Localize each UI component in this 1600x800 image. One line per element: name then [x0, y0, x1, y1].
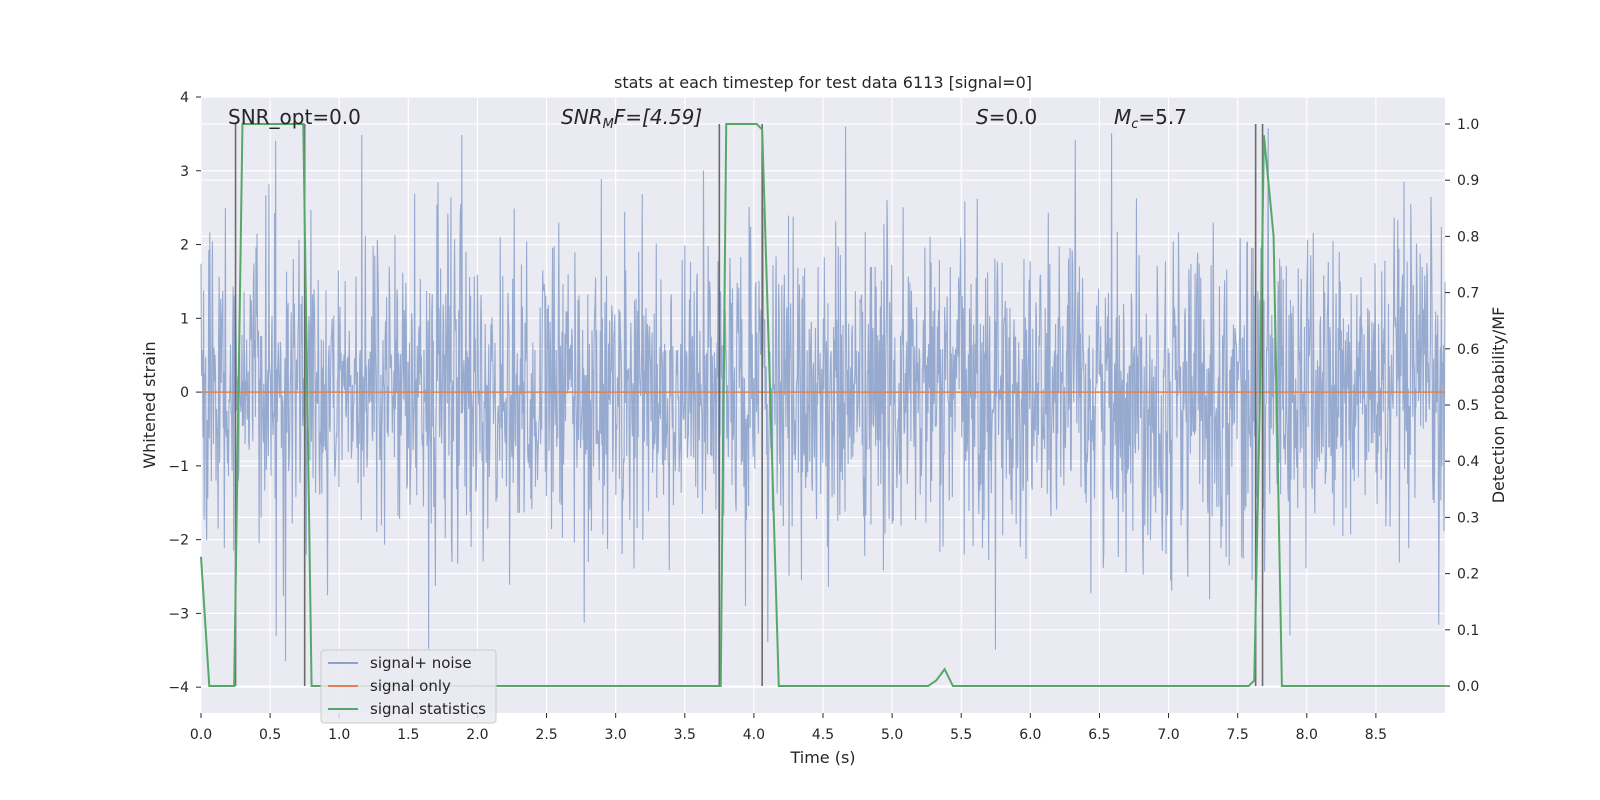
x-tick-label: 6.0 [1019, 727, 1041, 743]
y-right-tick-label: 0.5 [1457, 398, 1479, 414]
y-left-tick-label: −2 [168, 533, 189, 549]
y-right-tick-label: 0.9 [1457, 173, 1479, 189]
annotation-snr-mf: SNRMF=[4.59] [561, 105, 702, 132]
signal-noise-series [200, 126, 1446, 661]
y-left-tick-label: 2 [180, 238, 189, 254]
y-left-tick-label: 0 [180, 385, 189, 401]
legend-box [320, 649, 497, 724]
x-tick-label: 3.0 [605, 727, 627, 743]
x-tick-label: 2.5 [535, 727, 557, 743]
legend-label-signal-statistics: signal statistics [370, 700, 486, 718]
y-right-tick-label: 0.4 [1457, 454, 1479, 470]
annotation-mc-tail: =5.7 [1138, 105, 1187, 129]
x-tick-label: 5.5 [950, 727, 972, 743]
annotation-snr-mf-sub: M [603, 117, 614, 132]
y-left-tick-label: 4 [180, 90, 189, 106]
y-axis-right-label: Detection probability/MF [1489, 307, 1508, 504]
y-left-tick-label: −4 [168, 680, 189, 696]
x-tick-label: 4.5 [812, 727, 834, 743]
signal-noise-line [200, 126, 1446, 661]
x-tick-label: 0.0 [190, 727, 212, 743]
x-tick-label: 1.0 [328, 727, 350, 743]
y-right-tick-label: 0.7 [1457, 286, 1479, 302]
annotation-mc-sub: c [1131, 117, 1138, 132]
y-right-tick-label: 0.6 [1457, 342, 1479, 358]
annotation-s-tail: =0.0 [989, 105, 1038, 129]
y-right-tick-label: 0.0 [1457, 679, 1479, 695]
annotation-snr-mf-tail: F=[4.59] [614, 105, 702, 129]
x-tick-label: 2.0 [466, 727, 488, 743]
x-tick-label: 0.5 [259, 727, 281, 743]
x-tick-label: 1.5 [397, 727, 419, 743]
y-right-tick-label: 1.0 [1457, 117, 1479, 133]
legend: signal+ noise signal only signal statist… [320, 649, 497, 724]
annotation-mc: Mc=5.7 [1114, 105, 1187, 132]
signal-statistics-line [200, 122, 1445, 688]
legend-label-signal-only: signal only [370, 677, 451, 695]
y-left-tick-label: 1 [180, 311, 189, 327]
x-tick-label: 7.0 [1157, 727, 1179, 743]
annotation-mc-main: M [1114, 105, 1131, 129]
x-tick-label: 7.5 [1227, 727, 1249, 743]
y-right-tick-label: 0.3 [1457, 510, 1479, 526]
chart-title: stats at each timestep for test data 611… [614, 73, 1032, 92]
annotation-snr-opt: SNR_opt=0.0 [228, 105, 361, 129]
axis-ticks: 0.0 0.5 1.0 1.5 2.0 2.5 3.0 3.5 4.0 4.5 5.0 5.5 6.0 6… [168, 90, 1479, 743]
annotation-s: S=0.0 [976, 105, 1037, 129]
x-tick-label: 3.5 [674, 727, 696, 743]
y-right-tick-label: 0.8 [1457, 229, 1479, 245]
x-tick-label: 8.0 [1296, 727, 1318, 743]
x-axis-label: Time (s) [789, 748, 855, 767]
x-tick-label: 5.0 [881, 727, 903, 743]
y-left-tick-label: −1 [168, 459, 189, 475]
annotation-s-main: S [976, 105, 989, 129]
x-tick-label: 6.5 [1088, 727, 1110, 743]
y-left-tick-label: −3 [168, 606, 189, 622]
y-right-tick-label: 0.1 [1457, 623, 1479, 639]
y-axis-left-label: Whitened strain [140, 341, 159, 468]
x-tick-label: 4.0 [743, 727, 765, 743]
legend-label-signal-noise: signal+ noise [370, 654, 472, 672]
x-tick-label: 8.5 [1365, 727, 1387, 743]
signal-statistics-series [200, 122, 1445, 688]
annotation-snr-mf-main: SNR [561, 105, 603, 129]
y-right-tick-label: 0.2 [1457, 567, 1479, 583]
y-left-tick-label: 3 [180, 164, 189, 180]
